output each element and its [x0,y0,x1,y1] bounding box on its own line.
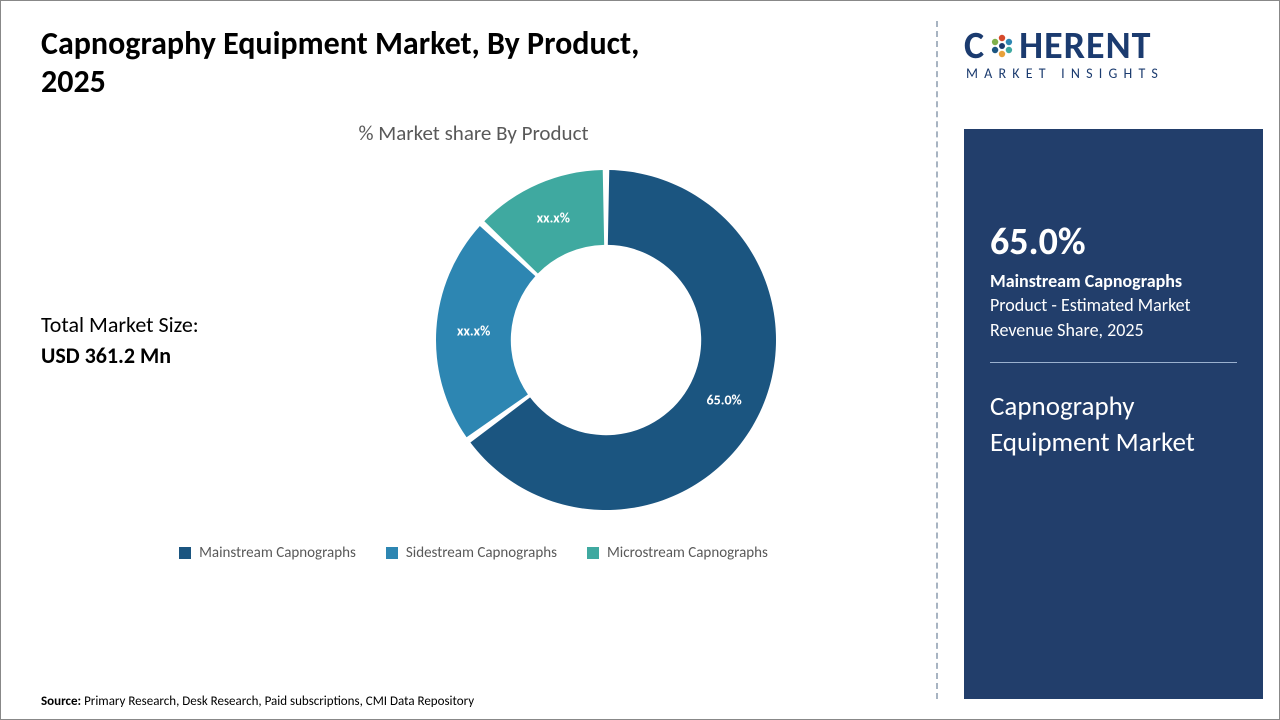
side-pct: 65.0% [990,219,1237,265]
market-size-value: USD 361.2 Mn [41,342,306,369]
chart-subtitle: % Market share By Product [41,120,906,146]
side-area: C HERENT MARKET INSIGHTS 65.0% Mainstrea… [936,1,1280,719]
legend-swatch [179,547,191,559]
slice-label: 65.0% [707,391,742,408]
legend-label: Sidestream Capnographs [406,544,557,562]
logo-row: C HERENT [964,23,1261,69]
chart-row: Total Market Size: USD 361.2 Mn 65.0% xx.… [41,160,906,520]
page-root: Capnography Equipment Market, By Product… [0,0,1280,720]
legend: Mainstream Capnographs Sidestream Capnogr… [41,544,906,562]
legend-item: Sidestream Capnographs [386,544,557,562]
side-panel: 65.0% Mainstream Capnographs Product - E… [964,129,1263,699]
logo-subtext: MARKET INSIGHTS [966,65,1261,82]
side-desc-rest: Product - Estimated Market Revenue Share… [990,294,1191,340]
market-size-block: Total Market Size: USD 361.2 Mn [41,311,306,369]
chart-container: 65.0% xx.x% xx.x% [306,160,906,520]
brand-logo: C HERENT MARKET INSIGHTS [964,23,1261,82]
source-prefix: Source: [41,694,81,709]
side-divider-hr [990,362,1237,363]
logo-text-left: C [964,23,985,69]
slice-label: xx.x% [457,323,490,340]
legend-item: Mainstream Capnographs [179,544,356,562]
globe-dots-icon [989,33,1015,59]
legend-swatch [587,547,599,559]
slice-label: xx.x% [537,210,570,227]
side-market-name: Capnography Equipment Market [990,389,1237,462]
market-size-label: Total Market Size: [41,311,306,338]
source-text: Primary Research, Desk Research, Paid su… [84,694,474,709]
legend-label: Microstream Capnographs [607,544,768,562]
source-line: Source: Primary Research, Desk Research,… [41,694,474,709]
side-desc-bold: Mainstream Capnographs [990,270,1182,292]
donut-chart: 65.0% xx.x% xx.x% [426,160,786,520]
side-divider [936,21,938,699]
main-area: Capnography Equipment Market, By Product… [1,1,936,719]
side-desc: Mainstream Capnographs Product - Estimat… [990,269,1237,342]
page-title: Capnography Equipment Market, By Product… [41,25,661,102]
legend-item: Microstream Capnographs [587,544,768,562]
legend-label: Mainstream Capnographs [199,544,356,562]
legend-swatch [386,547,398,559]
logo-text-right: HERENT [1019,23,1151,69]
